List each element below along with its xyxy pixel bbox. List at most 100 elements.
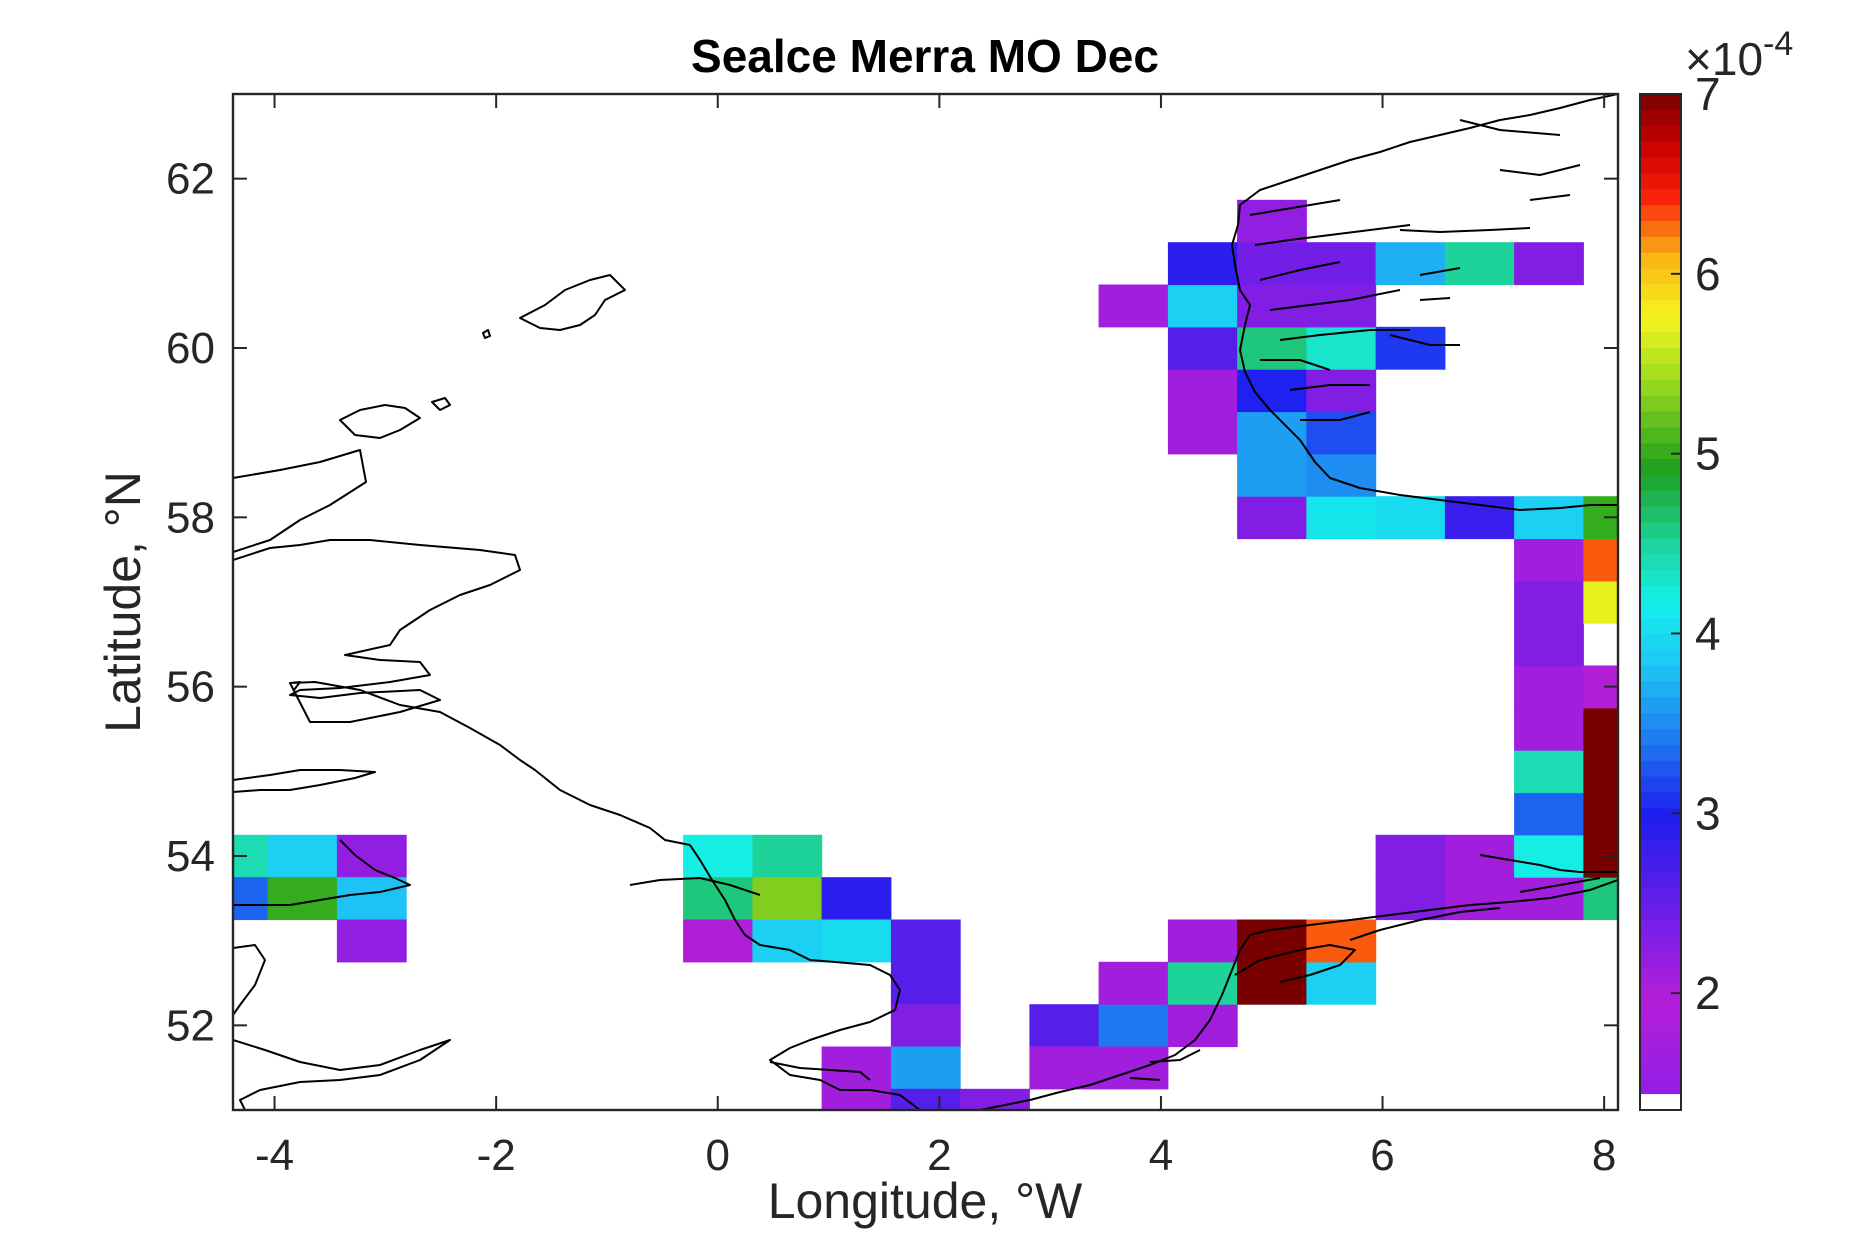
heatmap-cells (233, 199, 1618, 1110)
colorbar-segment (1640, 395, 1681, 413)
colorbar-segment (1640, 459, 1681, 476)
heatmap-cell (1583, 580, 1618, 624)
coastline-denmark (1479, 854, 1618, 873)
heatmap-cell (1237, 961, 1307, 1005)
heatmap-cell (1098, 284, 1169, 328)
colorbar-segment (1640, 776, 1681, 794)
heatmap-cell (1237, 453, 1307, 497)
heatmap-cell (1237, 199, 1307, 243)
heatmap-cell (1167, 284, 1238, 328)
heatmap-cell (1098, 961, 1169, 1005)
x-tick-label: 0 (706, 1131, 730, 1180)
heatmap-cell (1375, 326, 1446, 370)
heatmap-cell (1306, 453, 1377, 497)
colorbar-segment (1640, 665, 1681, 682)
colorbar-tick-label: 7 (1695, 68, 1721, 120)
heatmap-cell (1514, 538, 1584, 582)
colorbar-tick-label: 4 (1695, 607, 1721, 659)
heatmap-cell (1098, 1004, 1169, 1048)
heatmap-cell (1306, 326, 1377, 370)
colorbar-segment (1640, 427, 1681, 444)
y-tick-label: 62 (166, 155, 215, 204)
colorbar-segment (1640, 284, 1681, 301)
y-axis-label: Latitude, °N (95, 471, 151, 733)
colorbar-segment (1640, 681, 1681, 698)
heatmap-cell (1306, 284, 1377, 328)
colorbar-segment (1640, 109, 1681, 127)
colorbar-ticks: 2 3 4 5 6 7 (1671, 68, 1721, 1019)
heatmap-cell (1167, 326, 1238, 370)
colorbar-tick-label: 2 (1695, 967, 1721, 1019)
x-axis-ticks: -4 -2 0 2 4 6 8 (255, 94, 1616, 1180)
colorbar-segment (1640, 1094, 1681, 1111)
heatmap-cell (1375, 834, 1446, 878)
colorbar-segment (1640, 951, 1681, 968)
heatmap-cell (1237, 411, 1307, 455)
coastline-thames (769, 1061, 871, 1081)
heatmap-cell (1514, 242, 1584, 286)
heatmap-cell (1514, 792, 1584, 836)
heatmap-cell (752, 877, 823, 921)
heatmap-cell (336, 919, 407, 963)
colorbar-segment (1640, 856, 1681, 873)
colorbar-segment (1640, 824, 1681, 841)
coastline-norway-fjords (1249, 119, 1581, 421)
heatmap-cell (1029, 1004, 1100, 1048)
colorbar-multiplier-base: ×10 (1685, 33, 1763, 85)
x-tick-label: 6 (1370, 1131, 1394, 1180)
colorbar-segment (1640, 157, 1681, 174)
colorbar-segment (1640, 1078, 1681, 1095)
colorbar-segment (1640, 1046, 1681, 1063)
colorbar-segment (1640, 887, 1681, 905)
heatmap-cell (1306, 369, 1377, 413)
coastline-irish-sea (233, 839, 411, 906)
heatmap-cell (1167, 242, 1238, 286)
colorbar-segment (1640, 586, 1681, 603)
heatmap-cell (1583, 792, 1618, 836)
colorbar-segment (1640, 871, 1681, 889)
heatmap-cell (821, 877, 892, 921)
colorbar-segment (1640, 189, 1681, 206)
heatmap-cell (683, 919, 753, 963)
heatmap-cell (1167, 411, 1238, 455)
y-tick-label: 52 (166, 1001, 215, 1050)
coastline-isle-of-man (233, 769, 376, 793)
y-tick-label: 54 (166, 832, 215, 881)
coastline-netherlands (979, 879, 1618, 1110)
coastline-fair-isle (482, 329, 491, 339)
heatmap-cell (1444, 834, 1515, 878)
coastline-ijsselmeer (1234, 944, 1356, 983)
colorbar-segment (1640, 221, 1681, 238)
colorbar-segment (1640, 998, 1681, 1016)
coastline-wadden (1349, 877, 1601, 941)
heatmap-cell (1583, 538, 1618, 582)
colorbar-segment (1640, 602, 1681, 619)
heatmap-cell (1514, 750, 1584, 794)
colorbar-segment (1640, 760, 1681, 778)
x-tick-label: 2 (927, 1131, 951, 1180)
heatmap-cell (1306, 496, 1377, 540)
colorbar-segment (1640, 490, 1681, 508)
colorbar-segment (1640, 268, 1681, 286)
x-tick-label: 8 (1592, 1131, 1616, 1180)
heatmap-cell (1375, 877, 1446, 921)
colorbar-segment (1640, 173, 1681, 190)
plot-frame (231, 92, 1620, 1112)
colorbar-segment (1640, 570, 1681, 587)
heatmap-cell (890, 1004, 961, 1048)
chart-title: Sealce Merra MO Dec (691, 30, 1159, 82)
coastline-england-east (689, 844, 921, 1110)
colorbar-multiplier: ×10-4 (1685, 25, 1793, 85)
heatmap-cell (1167, 1004, 1238, 1048)
heatmap-cell (1306, 242, 1377, 286)
coastline-britain-east (233, 449, 691, 846)
colorbar-segment (1640, 729, 1681, 746)
coastline-wash (629, 877, 761, 896)
heatmap-cell (683, 834, 753, 878)
heatmap-cell (890, 919, 961, 963)
heatmap-cell (890, 1046, 961, 1090)
heatmap-cell (960, 1088, 1030, 1110)
colorbar-segment (1640, 363, 1681, 381)
colorbar-frame (1639, 93, 1682, 1111)
